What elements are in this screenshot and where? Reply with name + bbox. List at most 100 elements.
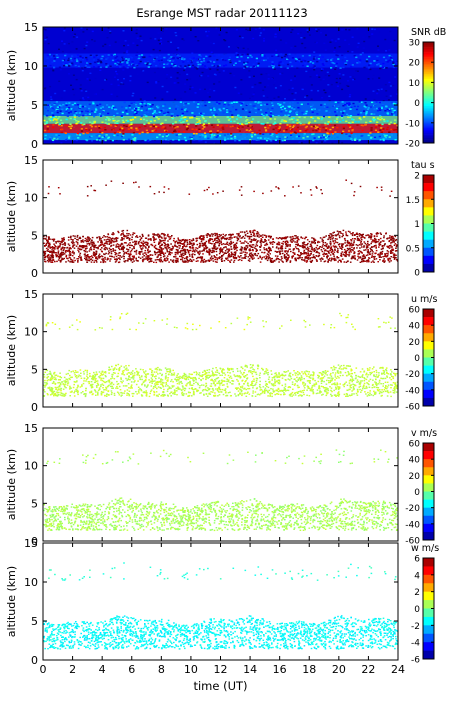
data-cell xyxy=(386,250,389,252)
data-cell xyxy=(384,253,386,255)
data-cell xyxy=(261,256,264,259)
data-cell xyxy=(234,254,236,257)
field-cell xyxy=(227,30,230,33)
data-cell xyxy=(289,236,291,238)
colorbar-step xyxy=(423,57,434,60)
field-cell xyxy=(44,87,47,89)
data-cell xyxy=(370,238,372,240)
layer-cell xyxy=(71,114,74,116)
data-cell xyxy=(387,246,389,249)
data-cell xyxy=(321,250,324,253)
data-cell xyxy=(60,253,62,255)
field-cell xyxy=(61,40,63,42)
layer-cell xyxy=(312,117,315,119)
data-cell xyxy=(280,237,282,239)
layer-cell xyxy=(61,122,64,124)
data-cell xyxy=(327,260,329,263)
data-cell xyxy=(388,245,391,247)
data-cell xyxy=(102,258,105,260)
layer-cell xyxy=(295,119,298,122)
data-cell xyxy=(304,251,306,254)
layer-cell xyxy=(168,107,171,110)
layer-cell xyxy=(239,101,242,104)
data-cell xyxy=(154,253,157,256)
data-cell xyxy=(220,258,223,261)
data-cell xyxy=(100,261,102,263)
data-cell xyxy=(316,260,318,262)
data-cell xyxy=(175,252,178,254)
data-cell xyxy=(91,259,94,261)
data-cell xyxy=(205,251,208,253)
data-cell xyxy=(370,249,372,251)
data-cell xyxy=(241,237,243,239)
layer-cell xyxy=(68,135,71,137)
field-cell xyxy=(320,69,323,72)
layer-cell xyxy=(98,135,101,137)
layer-cell xyxy=(223,105,226,107)
field-cell xyxy=(284,98,286,100)
data-cell xyxy=(221,248,224,250)
data-cell xyxy=(363,255,365,257)
data-cell xyxy=(83,249,85,252)
layer-cell xyxy=(301,55,304,57)
data-cell xyxy=(98,245,101,247)
data-cell xyxy=(168,253,170,255)
layer-cell xyxy=(53,103,56,106)
layer-cell xyxy=(266,103,269,105)
field-cell xyxy=(209,68,212,70)
data-cell xyxy=(244,256,246,258)
layer-cell xyxy=(372,118,375,120)
data-cell xyxy=(260,240,263,242)
layer-cell xyxy=(116,122,119,125)
data-cell xyxy=(328,259,330,261)
layer-cell xyxy=(224,101,227,104)
layer-cell xyxy=(323,103,326,105)
layer-cell xyxy=(45,121,48,123)
field-cell xyxy=(79,88,82,90)
data-cell xyxy=(88,242,90,245)
data-cell xyxy=(361,258,364,260)
layer-cell xyxy=(290,131,293,133)
data-cell xyxy=(201,242,204,245)
data-cell xyxy=(218,234,221,236)
layer-cell xyxy=(155,116,158,119)
data-cell xyxy=(248,260,251,262)
data-cell xyxy=(269,253,271,255)
data-cell xyxy=(84,253,86,255)
field-cell xyxy=(361,52,364,54)
layer-cell xyxy=(170,116,174,118)
data-cell xyxy=(198,250,201,252)
colorbar-step xyxy=(423,124,434,127)
data-cell xyxy=(237,238,239,240)
data-cell xyxy=(252,249,254,252)
field-cell xyxy=(138,78,140,80)
layer-cell xyxy=(199,134,202,137)
data-cell xyxy=(285,242,287,245)
layer-cell xyxy=(178,139,181,141)
data-cell xyxy=(128,233,130,235)
layer-cell xyxy=(130,101,133,103)
layer-cell xyxy=(266,122,269,124)
data-cell xyxy=(366,259,368,262)
field-cell xyxy=(301,42,304,45)
data-cell xyxy=(302,259,305,261)
layer-cell xyxy=(271,55,274,57)
data-cell xyxy=(250,252,253,254)
data-cell xyxy=(238,236,241,238)
field-cell xyxy=(335,79,338,81)
data-cell xyxy=(370,235,373,237)
layer-cell xyxy=(189,60,192,63)
data-cell xyxy=(250,241,252,243)
layer-cell xyxy=(140,105,144,108)
layer-cell xyxy=(163,129,167,132)
layer-cell xyxy=(226,109,229,111)
data-cell xyxy=(271,261,273,263)
layer-cell xyxy=(382,128,385,130)
layer-cell xyxy=(369,121,372,124)
layer-cell xyxy=(370,134,373,137)
data-cell xyxy=(202,261,205,263)
layer-cell xyxy=(281,119,284,121)
field-cell xyxy=(157,39,160,42)
layer-cell xyxy=(191,112,194,114)
layer-cell xyxy=(290,128,294,131)
